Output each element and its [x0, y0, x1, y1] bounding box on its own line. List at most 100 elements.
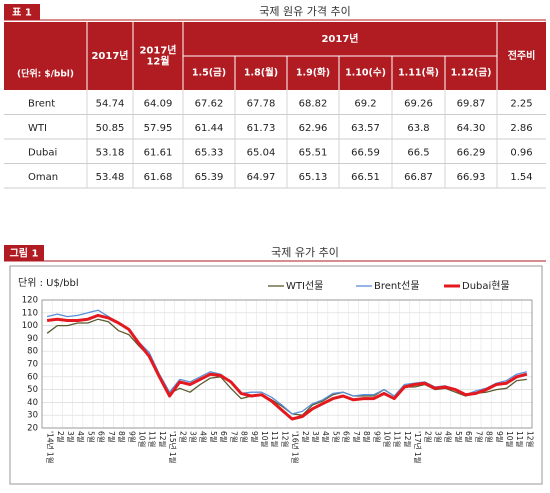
table-cell: 57.95	[144, 123, 173, 134]
table-cell: 63.8	[407, 123, 429, 134]
table-cell: 61.73	[247, 123, 276, 134]
table-cell: 69.2	[354, 98, 376, 109]
y-tick-label: 60	[27, 372, 38, 382]
table-cell: 66.5	[407, 147, 429, 158]
x-tick-label: 10월	[505, 431, 515, 448]
x-tick-label: 6월	[464, 431, 474, 443]
x-tick-label: 5월	[86, 431, 96, 443]
table-cell: 53.18	[96, 147, 125, 158]
header-cell: 1.8(월)	[244, 67, 278, 79]
table-cell: 61.44	[195, 123, 224, 134]
table-label-box	[4, 4, 40, 20]
header-cell: 1.11(목)	[398, 68, 439, 79]
y-tick-label: 20	[27, 424, 38, 434]
x-tick-label: 9월	[495, 431, 505, 443]
x-tick-label: 11월	[270, 431, 280, 448]
x-tick-label: 2월	[423, 431, 433, 443]
x-tick-label: 9월	[250, 431, 260, 443]
header-cell: 전주비	[508, 49, 536, 62]
table-cell: 65.33	[195, 147, 224, 158]
y-tick-label: 120	[22, 296, 38, 306]
x-tick-label: 11월	[515, 431, 525, 448]
legend-label: WTI선물	[286, 280, 323, 292]
row-header: Dubai	[28, 147, 57, 158]
row-header: Oman	[28, 172, 58, 183]
x-tick-label: '17년 1월	[413, 431, 423, 464]
header-cell: (단위: $/bbl)	[17, 68, 74, 80]
table-cell: 69.87	[457, 98, 486, 109]
x-tick-label: 9월	[372, 431, 382, 443]
x-tick-label: 5월	[331, 431, 341, 443]
x-tick-label: 8월	[240, 431, 250, 443]
table-cell: 67.78	[247, 98, 276, 109]
table-cell: 66.29	[457, 147, 486, 158]
x-tick-label: 6월	[97, 431, 107, 443]
table-label: 표 1	[12, 7, 32, 19]
x-tick-label: 11월	[148, 431, 158, 448]
table-cell: 0.96	[510, 147, 532, 158]
x-tick-label: 12월	[158, 431, 168, 448]
table-cell: 64.97	[247, 172, 276, 183]
y-tick-label: 40	[27, 398, 38, 408]
table-cell: 66.51	[351, 172, 380, 183]
x-tick-label: 10월	[382, 431, 392, 448]
table-cell: 53.48	[96, 172, 125, 183]
row-header: WTI	[28, 123, 47, 134]
x-tick-label: 12월	[525, 431, 535, 448]
x-tick-label: 10월	[260, 431, 270, 448]
x-tick-label: 8월	[117, 431, 127, 443]
y-tick-label: 110	[22, 308, 38, 318]
unit-label: 단위 : U$/bbl	[18, 276, 79, 289]
table-cell: 68.82	[299, 98, 328, 109]
table-cell: 61.68	[144, 172, 173, 183]
chart-title: 국제 유가 추이	[271, 246, 339, 259]
x-tick-label: 7월	[352, 431, 362, 443]
header-cell: 1.5(금)	[192, 68, 226, 79]
table-title: 국제 원유 가격 추이	[259, 5, 350, 18]
x-tick-label: 4월	[444, 431, 454, 443]
series-line	[46, 313, 528, 421]
x-tick-label: 2월	[301, 431, 311, 443]
table-cell: 2.25	[510, 98, 532, 109]
x-tick-label: '16년 1월	[291, 431, 301, 464]
table-cell: 63.57	[351, 123, 380, 134]
x-tick-label: '15년 1월	[168, 431, 178, 464]
y-tick-label: 80	[27, 347, 38, 357]
x-tick-label: 6월	[219, 431, 229, 443]
x-tick-label: 4월	[199, 431, 209, 443]
figure-label: 그림 1	[10, 248, 39, 260]
table-cell: 64.30	[457, 123, 486, 134]
table-cell: 54.74	[96, 98, 125, 109]
x-tick-label: 2월	[178, 431, 188, 443]
y-tick-label: 70	[27, 360, 38, 370]
header-cell: 1.10(수)	[345, 68, 386, 79]
table-cell: 65.51	[299, 147, 328, 158]
legend-label: Dubai현물	[462, 280, 510, 292]
plot-frame	[41, 299, 533, 429]
chart-frame	[9, 265, 543, 485]
y-tick-label: 50	[27, 385, 38, 395]
x-tick-label: 3월	[189, 431, 199, 443]
table-cell: 1.54	[510, 172, 532, 183]
header-cell: 2017년	[91, 49, 128, 62]
x-tick-label: 8월	[362, 431, 372, 443]
table-cell: 62.96	[299, 123, 328, 134]
x-tick-label: 10월	[137, 431, 147, 448]
x-tick-label: 6월	[342, 431, 352, 443]
x-tick-label: 7월	[229, 431, 239, 443]
table-cell: 67.62	[195, 98, 224, 109]
x-tick-label: 2월	[56, 431, 66, 443]
header-cell: 2017년 12월	[139, 44, 176, 68]
y-tick-label: 30	[27, 411, 38, 421]
table-cell: 66.93	[457, 172, 486, 183]
x-tick-label: 5월	[454, 431, 464, 443]
x-tick-label: 8월	[485, 431, 495, 443]
x-tick-label: 9월	[127, 431, 137, 443]
row-header: Brent	[28, 98, 55, 109]
x-tick-label: 3월	[66, 431, 76, 443]
x-tick-label: 3월	[311, 431, 321, 443]
y-tick-label: 90	[27, 334, 38, 344]
y-tick-label: 100	[22, 321, 38, 331]
table-cell: 66.59	[351, 147, 380, 158]
